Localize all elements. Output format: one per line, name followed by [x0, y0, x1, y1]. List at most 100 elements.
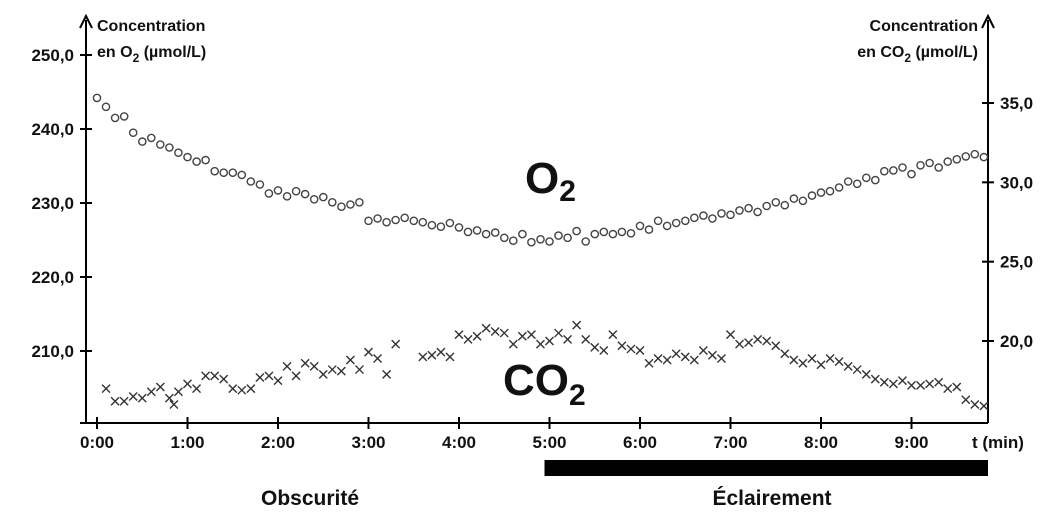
o2-data-point	[799, 197, 806, 204]
x-tick-label: 2:00	[261, 433, 295, 452]
o2-data-point	[691, 214, 698, 221]
co2-data-point	[482, 324, 490, 332]
o2-data-point	[483, 231, 490, 238]
o2-data-point	[229, 169, 236, 176]
co2-data-point	[736, 340, 744, 348]
co2-data-point	[156, 383, 164, 391]
o2-data-point	[256, 181, 263, 188]
co2-data-point	[419, 353, 427, 361]
o2-data-point	[392, 216, 399, 223]
co2-data-point	[672, 350, 680, 358]
o2-data-point	[673, 219, 680, 226]
co2-label-sub: 2	[569, 379, 586, 412]
o2-data-point	[971, 151, 978, 158]
co2-data-point	[681, 353, 689, 361]
left-tick-label: 250,0	[31, 46, 74, 65]
o2-data-point	[754, 208, 761, 215]
co2-data-point	[555, 329, 563, 337]
co2-data-point	[355, 366, 363, 374]
right-axis-ticks: 20,025,030,035,0	[982, 94, 1033, 351]
x-axis-title: t (min)	[972, 433, 1024, 452]
co2-data-point	[170, 400, 178, 408]
o2-data-point	[365, 217, 372, 224]
co2-data-point	[799, 359, 807, 367]
co2-data-point	[944, 385, 952, 393]
co2-data-point	[138, 394, 146, 402]
o2-data-point	[826, 188, 833, 195]
o2-data-point	[618, 228, 625, 235]
co2-data-point	[663, 356, 671, 364]
co2-data-point	[971, 400, 979, 408]
o2-data-point	[781, 202, 788, 209]
co2-data-point	[591, 343, 599, 351]
co2-data-point	[328, 366, 336, 374]
co2-data-point	[509, 340, 517, 348]
left-axis-title-line2: en O2 (µmol/L)	[97, 44, 206, 65]
right-axis-title-line2: en CO2 (µmol/L)	[857, 44, 978, 65]
co2-data-point	[374, 354, 382, 362]
co2-data-point	[908, 381, 916, 389]
o2-data-point	[555, 232, 562, 239]
co2-data-point	[238, 386, 246, 394]
o2-data-point	[664, 222, 671, 229]
co2-data-point	[392, 340, 400, 348]
o2-label-sub: 2	[559, 175, 576, 208]
o2-data-point	[130, 129, 137, 136]
o2-data-point	[419, 219, 426, 226]
o2-data-point	[437, 223, 444, 230]
co2-data-point	[880, 378, 888, 386]
o2-data-point	[93, 94, 100, 101]
co2-data-point	[500, 329, 508, 337]
co2-data-point	[871, 375, 879, 383]
co2-data-point	[265, 372, 273, 380]
o2-data-point	[645, 226, 652, 233]
o2-data-point	[790, 195, 797, 202]
o2-data-point	[718, 210, 725, 217]
o2-data-point	[636, 222, 643, 229]
right-tick-label: 25,0	[1000, 253, 1033, 272]
co2-data-point	[627, 345, 635, 353]
co2-data-point	[654, 354, 662, 362]
co2-data-point	[165, 394, 173, 402]
illumination-bar	[545, 460, 989, 476]
co2-data-point	[346, 356, 354, 364]
o2-data-point	[410, 217, 417, 224]
left-tick-label: 230,0	[31, 194, 74, 213]
co2-data-point	[174, 388, 182, 396]
o2-data-point	[474, 227, 481, 234]
o2-data-point	[211, 168, 218, 175]
o2-data-point	[311, 196, 318, 203]
o2-data-point	[401, 214, 408, 221]
co2-data-point	[935, 378, 943, 386]
co2-data-point	[717, 354, 725, 362]
co2-data-point	[862, 370, 870, 378]
co2-data-point	[319, 370, 327, 378]
right-axis-title-prefix: en CO	[857, 44, 904, 61]
co2-data-point	[962, 396, 970, 404]
co2-label-main: CO	[503, 356, 569, 405]
co2-data-point	[193, 385, 201, 393]
o2-data-point	[863, 174, 870, 181]
o2-data-point	[736, 207, 743, 214]
co2-data-point	[690, 356, 698, 364]
o2-data-point	[265, 190, 272, 197]
o2-data-point	[492, 229, 499, 236]
o2-data-point	[537, 236, 544, 243]
o2-data-point	[899, 164, 906, 171]
co2-data-point	[573, 321, 581, 329]
left-axis-title-suffix: (µmol/L)	[139, 44, 206, 61]
left-axis-title-line1: Concentration	[97, 18, 205, 35]
co2-data-point	[826, 354, 834, 362]
o2-data-point	[184, 154, 191, 161]
left-tick-label: 240,0	[31, 120, 74, 139]
o2-data-point	[881, 168, 888, 175]
o2-data-point	[908, 171, 915, 178]
co2-data-point	[518, 332, 526, 340]
co2-data-point	[645, 359, 653, 367]
o2-series-label: O2	[525, 154, 576, 208]
o2-data-point	[700, 212, 707, 219]
o2-data-point	[953, 156, 960, 163]
o2-data-point	[872, 177, 879, 184]
co2-data-point	[536, 340, 544, 348]
